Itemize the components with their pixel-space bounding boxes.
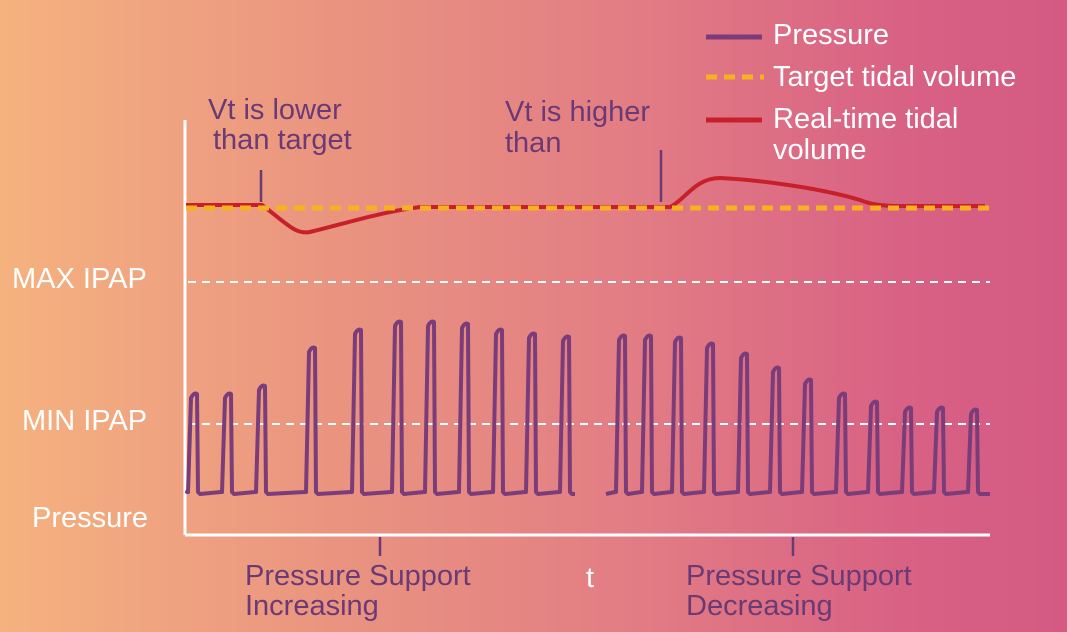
pressure-waveform-segment-1: [185, 319, 575, 496]
time-axis-label: t: [586, 562, 595, 594]
legend-realtime-label-2: volume: [773, 134, 867, 166]
decreasing-label-1: Pressure Support: [686, 560, 912, 592]
increasing-label-1: Pressure Support: [245, 560, 471, 592]
legend-target-label: Target tidal volume: [773, 61, 1017, 93]
annotation-lower-2: than target: [213, 124, 352, 156]
annotation-higher-2: than: [505, 127, 562, 159]
realtime-tidal-volume-curve: [186, 175, 985, 235]
legend-realtime-label-1: Real-time tidal: [773, 103, 959, 135]
annotation-higher-1: Vt is higher: [505, 96, 651, 128]
pressure-axis-label: Pressure: [32, 502, 149, 534]
increasing-label-2: Increasing: [245, 590, 379, 622]
annotation-lower-1: Vt is lower: [208, 94, 342, 126]
pressure-waveform-segment-2: [605, 333, 990, 496]
min-ipap-label: MIN IPAP: [22, 405, 148, 437]
max-ipap-label: MAX IPAP: [12, 263, 147, 295]
legend-pressure-label: Pressure: [773, 19, 890, 51]
decreasing-label-2: Decreasing: [686, 590, 833, 622]
